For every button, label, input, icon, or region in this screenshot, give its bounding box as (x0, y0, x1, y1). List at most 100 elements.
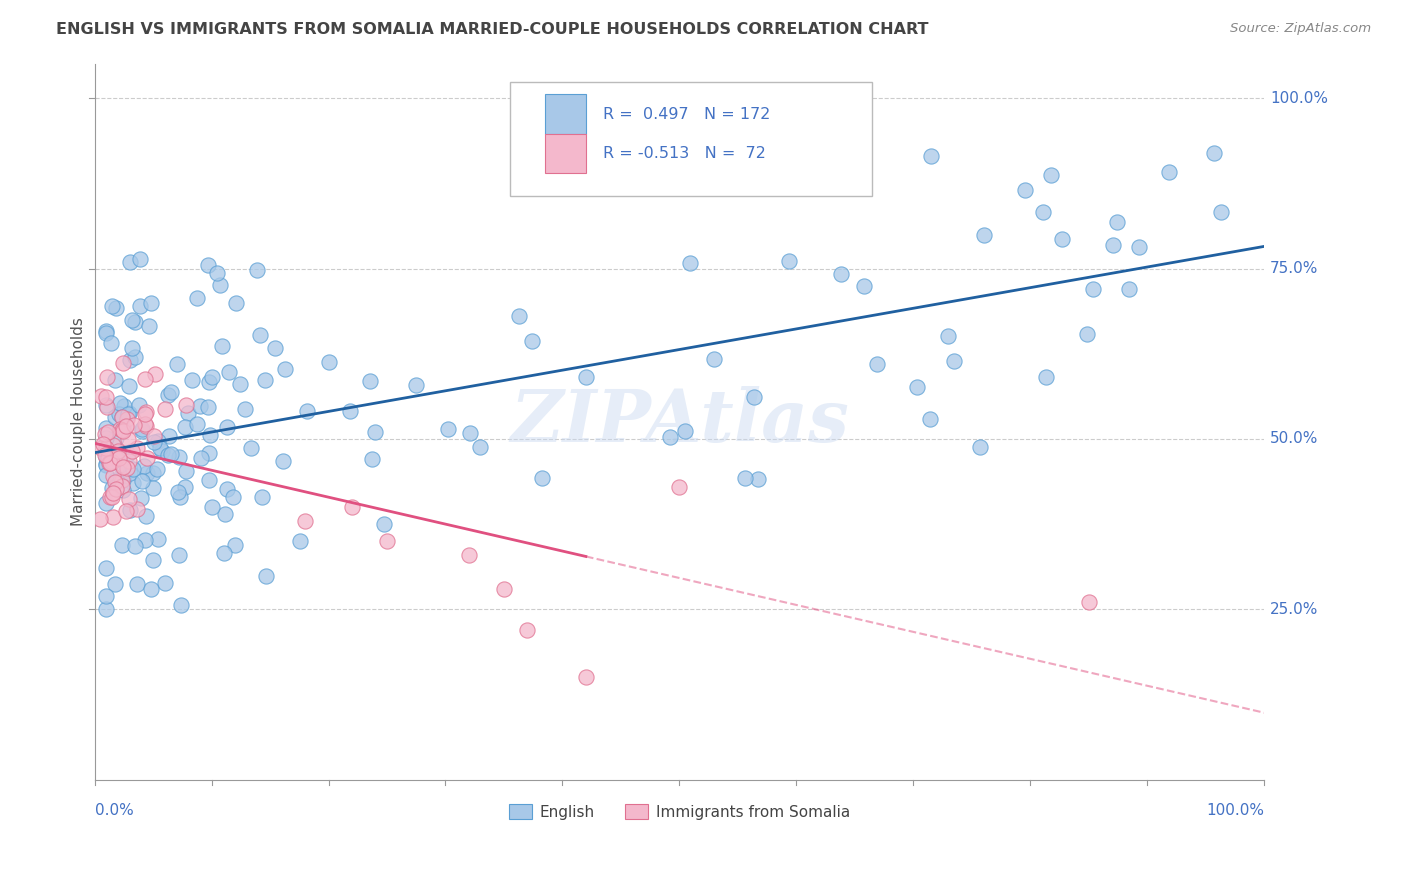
Point (108, 450, 131, 465)
Point (117, 411, 139, 425)
Point (105, 446, 128, 460)
Point (174, 480, 197, 494)
Point (468, 440, 491, 454)
Point (104, 431, 127, 445)
Point (778, 254, 800, 268)
Point (129, 491, 152, 505)
Point (122, 417, 145, 432)
Point (170, 598, 193, 612)
Point (139, 296, 162, 310)
Point (186, 291, 208, 305)
Point (90, 389, 112, 403)
Point (138, 318, 160, 333)
Point (142, 466, 165, 480)
Point (104, 576, 127, 591)
Point (229, 377, 252, 392)
Point (141, 481, 163, 495)
Point (668, 479, 690, 493)
Point (108, 422, 131, 436)
Point (224, 538, 246, 552)
Point (134, 372, 156, 386)
Point (94, 448, 117, 462)
Text: R =  0.497   N = 172: R = 0.497 N = 172 (603, 107, 770, 121)
Point (200, 427, 222, 442)
Point (118, 492, 141, 507)
Point (128, 397, 150, 411)
Point (457, 548, 479, 562)
Point (252, 490, 274, 504)
Point (146, 462, 169, 476)
Point (492, 582, 515, 596)
Point (1159, 165, 1181, 179)
Point (177, 406, 200, 420)
Point (149, 442, 172, 456)
Point (111, 483, 134, 497)
Point (112, 399, 135, 413)
Point (160, 447, 183, 461)
Point (201, 500, 224, 514)
Point (131, 474, 153, 488)
Point (96, 560, 118, 574)
Point (96, 326, 118, 340)
Point (104, 482, 127, 496)
Point (134, 459, 156, 474)
Point (98, 457, 121, 471)
Point (1032, 204, 1054, 219)
Point (111, 459, 134, 474)
Point (124, 351, 146, 365)
Point (120, 255, 142, 269)
Point (146, 434, 169, 448)
Point (153, 401, 176, 416)
Point (111, 423, 134, 437)
Point (112, 473, 135, 487)
Point (117, 433, 139, 447)
Point (124, 315, 146, 329)
Point (129, 299, 152, 313)
Point (134, 417, 156, 431)
Point (136, 450, 159, 465)
Point (121, 443, 143, 458)
Point (104, 301, 127, 315)
Point (122, 462, 145, 476)
Point (830, 268, 852, 282)
Point (1105, 215, 1128, 229)
Point (98, 457, 121, 471)
Point (1128, 240, 1150, 254)
Point (1040, 169, 1063, 183)
Point (131, 422, 153, 436)
Point (508, 310, 530, 324)
Point (118, 466, 141, 480)
Point (173, 420, 195, 434)
Point (215, 483, 238, 497)
Point (96, 496, 118, 510)
Point (96, 401, 118, 415)
Point (103, 486, 125, 500)
Point (101, 481, 124, 495)
Point (150, 443, 173, 458)
Point (131, 424, 153, 438)
Bar (546, 134, 586, 173)
Point (742, 390, 765, 404)
Point (112, 424, 135, 438)
Point (197, 400, 219, 414)
Point (110, 396, 132, 410)
Point (359, 374, 381, 388)
Point (188, 399, 211, 413)
Point (96, 467, 118, 482)
Point (239, 441, 262, 455)
Point (100, 336, 122, 351)
Point (520, 334, 543, 349)
Point (852, 278, 875, 293)
Point (139, 582, 162, 597)
Point (254, 569, 277, 583)
Point (1083, 282, 1105, 296)
Point (115, 504, 138, 518)
Point (679, 255, 702, 269)
Point (111, 356, 134, 370)
Point (157, 429, 180, 443)
Point (1035, 369, 1057, 384)
Point (160, 384, 183, 399)
Point (734, 471, 756, 485)
Point (918, 412, 941, 426)
Point (218, 365, 240, 379)
